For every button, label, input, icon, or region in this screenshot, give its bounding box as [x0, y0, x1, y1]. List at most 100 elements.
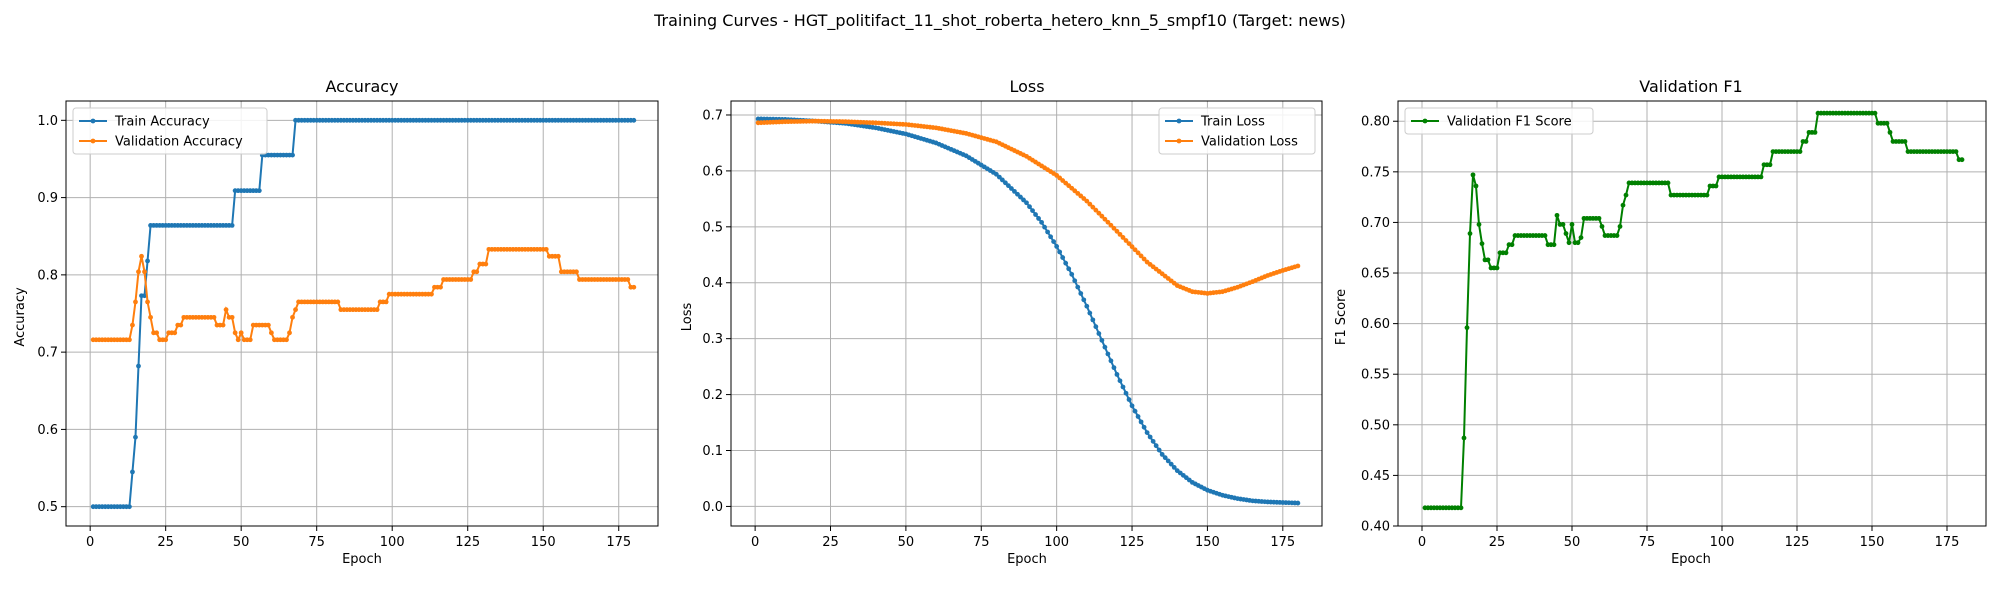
x-tick-label: 75 — [308, 535, 325, 550]
figure-suptitle: Training Curves - HGT_politifact_11_shot… — [653, 11, 1346, 31]
validation-loss-point — [1102, 216, 1108, 222]
validation-f1-score-point — [1473, 183, 1479, 189]
train-accuracy-point — [290, 152, 295, 158]
loss-axes-frame — [730, 100, 1323, 527]
validation-f1-score-point — [1959, 157, 1965, 163]
train-loss-point — [1156, 447, 1162, 453]
train-accuracy-point — [136, 363, 141, 369]
train-loss-point — [993, 171, 999, 177]
validation-f1-score-point — [1494, 265, 1500, 271]
x-tick-label: 150 — [1860, 535, 1885, 550]
x-tick-label: 50 — [898, 535, 915, 550]
train-loss-point — [1015, 191, 1020, 197]
y-tick-label: 0.9 — [37, 191, 58, 206]
validation-f1-score-point — [1476, 222, 1482, 227]
y-tick-label: 0.6 — [702, 164, 723, 179]
train-loss-point — [1006, 183, 1011, 189]
train-loss-point — [1012, 188, 1017, 194]
y-tick-label: 0.1 — [702, 444, 723, 459]
validation-f1-score-point — [1884, 120, 1890, 126]
train-loss-point — [1126, 397, 1132, 402]
legend-label-train-loss: Train Loss — [1200, 115, 1265, 130]
legend-marker-train-accuracy — [90, 118, 96, 124]
train-loss-point — [1159, 452, 1165, 457]
train-loss-point — [1096, 331, 1102, 336]
accuracy-xlabel: Epoch — [342, 552, 382, 567]
y-tick-label: 0.6 — [37, 423, 58, 438]
validation-accuracy-point — [211, 314, 217, 320]
validation-accuracy-point — [438, 284, 443, 290]
train-loss-point — [1168, 461, 1174, 467]
validation-accuracy-point — [543, 246, 549, 252]
y-tick-label: 0.4 — [702, 276, 723, 291]
y-tick-label: 0.65 — [1361, 267, 1390, 282]
validation-f1-score-point — [1887, 129, 1893, 135]
train-accuracy-point — [145, 258, 150, 264]
validation-accuracy-point — [268, 330, 274, 336]
train-loss-point — [1042, 224, 1047, 230]
validation-accuracy-point — [220, 322, 226, 328]
train-loss-point — [1002, 180, 1008, 186]
train-loss-point — [1171, 464, 1177, 470]
validation-accuracy-point — [631, 284, 637, 290]
train-loss-point — [1120, 384, 1126, 390]
validation-accuracy-point — [265, 322, 271, 328]
accuracy-legend: Train Accuracy Validation Accuracy — [72, 107, 268, 155]
validation-f1-score-point — [1566, 240, 1572, 246]
train-loss-point — [1033, 212, 1038, 217]
train-loss-point — [1162, 455, 1168, 461]
validation-loss-point — [1120, 235, 1126, 240]
train-loss-point — [1066, 266, 1072, 272]
validation-f1-score-point — [1803, 139, 1809, 144]
validation-f1-score-point — [1470, 172, 1476, 178]
train-loss-point — [1114, 372, 1120, 377]
validation-f1-score-point — [1596, 215, 1602, 221]
x-tick-label: 0 — [751, 535, 759, 550]
validation-accuracy-line — [93, 248, 634, 343]
x-tick-label: 50 — [1564, 535, 1581, 550]
x-tick-label: 100 — [1710, 535, 1735, 550]
train-loss-point — [1072, 278, 1078, 284]
legend-marker-validation-loss — [1176, 138, 1182, 144]
legend-marker-validation-f1-score — [1422, 118, 1428, 124]
validation-accuracy-point — [483, 261, 489, 267]
validation-accuracy-point — [130, 322, 135, 328]
validation-f1-score-point — [1620, 202, 1626, 208]
train-loss-point — [1147, 434, 1153, 440]
train-accuracy-point — [229, 223, 235, 228]
x-tick-label: 25 — [157, 535, 174, 550]
x-tick-label: 175 — [1270, 535, 1295, 550]
train-loss-point — [1138, 419, 1144, 425]
train-loss-point — [1063, 260, 1069, 266]
train-loss-line — [758, 117, 1298, 505]
y-tick-label: 0.70 — [1361, 216, 1390, 231]
train-loss-point — [1057, 249, 1063, 255]
train-accuracy-point — [256, 188, 262, 194]
train-loss-point — [1129, 403, 1135, 409]
validation-f1-xlabel: Epoch — [1671, 552, 1711, 567]
x-tick-label: 50 — [233, 535, 250, 550]
legend-box — [1158, 107, 1316, 155]
validation-accuracy-point — [293, 307, 298, 313]
validation-f1-ylabel: F1 Score — [1334, 289, 1349, 345]
validation-accuracy-point — [555, 253, 561, 259]
train-loss-point — [1075, 284, 1081, 290]
train-loss-point — [1295, 500, 1301, 506]
validation-accuracy-point — [574, 269, 579, 275]
train-accuracy-point — [133, 434, 138, 440]
train-loss-point — [1117, 378, 1123, 384]
train-loss-point — [1081, 297, 1087, 303]
validation-accuracy-point — [223, 307, 229, 313]
x-tick-label: 0 — [86, 535, 94, 550]
loss-ylabel: Loss — [680, 303, 695, 332]
validation-accuracy-point — [172, 330, 178, 336]
validation-f1-score-point — [1872, 110, 1878, 116]
train-loss-point — [1036, 216, 1041, 221]
x-tick-label: 150 — [1195, 535, 1220, 550]
validation-f1-axes-frame — [1397, 100, 1987, 527]
validation-loss-point — [1111, 225, 1117, 231]
validation-loss-point — [1114, 228, 1120, 234]
validation-accuracy-point — [287, 330, 292, 336]
validation-f1-score-point — [1812, 129, 1818, 135]
x-tick-label: 175 — [606, 535, 631, 550]
